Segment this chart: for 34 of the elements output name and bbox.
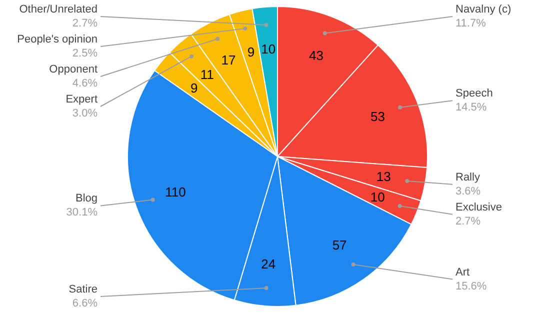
text: 10 [261, 41, 276, 56]
data-label: 14.5% [456, 102, 487, 114]
text: 10 [370, 190, 385, 205]
data-label: 2.7% [72, 18, 98, 30]
slice-label: Art [456, 266, 470, 278]
text: 53 [370, 108, 385, 124]
text: 9 [247, 44, 255, 60]
data-label: 30.1% [66, 206, 98, 219]
data-label: 3.6% [456, 185, 481, 198]
text: 43 [309, 48, 324, 64]
slice-label: Opponent [49, 64, 98, 76]
text: 57 [332, 237, 347, 252]
data-label: 11.7% [456, 18, 486, 30]
text: 17 [221, 52, 236, 68]
slice-label: Rally [456, 171, 480, 184]
text: 13 [376, 169, 391, 184]
slice-label: People's opinion [17, 34, 98, 46]
slice-label: Speech [456, 88, 493, 100]
text: 11 [200, 67, 214, 82]
data-label: 4.6% [72, 78, 98, 90]
slice-label: Exclusive [456, 201, 502, 214]
slice-label: Expert [66, 94, 98, 106]
slice-label: Other/Unrelated [19, 4, 98, 16]
text: 24 [261, 256, 276, 272]
text: 110 [165, 184, 186, 200]
slice-label: Blog [75, 192, 98, 205]
data-label: 2.5% [72, 48, 98, 60]
text: 9 [190, 80, 198, 96]
data-label: 3.0% [72, 108, 98, 120]
data-label: 6.6% [72, 298, 98, 310]
slice-label: Navalny (c) [456, 4, 512, 16]
slice-label: Satire [68, 284, 98, 296]
data-label: 2.7% [456, 215, 481, 228]
data-label: 15.6% [456, 280, 487, 292]
